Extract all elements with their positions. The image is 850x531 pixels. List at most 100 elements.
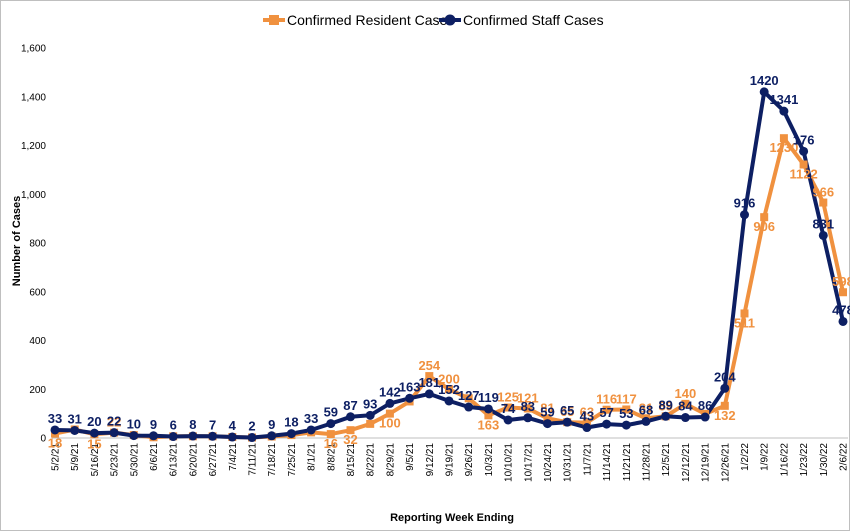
resident-point-marker (464, 394, 473, 403)
staff-point-marker (286, 429, 296, 439)
resident-point-marker (720, 401, 729, 410)
x-tick-label: 6/27/21 (208, 443, 219, 477)
staff-point-marker (799, 146, 809, 156)
staff-point-marker (326, 419, 336, 429)
staff-point-marker (740, 210, 749, 220)
resident-point-marker (346, 426, 355, 435)
resident-point-marker (839, 288, 847, 297)
resident-data-label: 598 (832, 274, 850, 289)
staff-data-label: 119 (478, 390, 499, 405)
staff-point-marker (582, 423, 592, 433)
staff-data-label: 74 (501, 401, 516, 416)
y-tick-label: 200 (29, 385, 46, 396)
staff-data-label: 65 (560, 403, 574, 418)
x-tick-label: 1/2/22 (740, 443, 751, 471)
staff-point-marker (149, 431, 158, 441)
resident-data-label: 132 (714, 408, 736, 423)
x-tick-label: 9/26/21 (464, 443, 475, 477)
staff-data-label: 53 (619, 406, 633, 421)
x-tick-label: 1/16/22 (779, 443, 790, 477)
staff-data-label: 163 (399, 379, 421, 394)
y-tick-label: 1,400 (21, 92, 46, 103)
x-tick-label: 1/30/22 (819, 443, 830, 477)
staff-data-label: 10 (127, 417, 141, 432)
resident-data-label: 18 (48, 436, 62, 451)
resident-data-label: 65 (560, 404, 574, 419)
staff-data-label: 22 (107, 414, 121, 429)
resident-point-marker (799, 160, 808, 169)
y-tick-label: 600 (29, 287, 46, 298)
staff-data-label: 57 (599, 405, 613, 420)
x-tick-label: 6/13/21 (169, 443, 180, 477)
x-tick-label: 10/17/21 (523, 443, 534, 482)
staff-point-marker (838, 316, 848, 326)
staff-point-marker (168, 432, 178, 442)
x-tick-label: 8/15/21 (346, 443, 357, 477)
resident-data-label: 966 (812, 185, 834, 200)
resident-data-label: 81 (540, 400, 554, 415)
x-tick-label: 11/28/21 (642, 443, 653, 482)
resident-point-marker (326, 430, 335, 439)
resident-point-marker (385, 409, 394, 418)
resident-data-label: 1122 (789, 167, 817, 182)
x-tick-label: 12/26/21 (720, 443, 731, 482)
legend-label-resident: Confirmed Resident Cases (287, 12, 454, 28)
resident-data-label: 125 (497, 390, 519, 405)
staff-point-marker (208, 431, 218, 441)
resident-point-marker (582, 418, 591, 427)
resident-data-label: 511 (734, 315, 755, 330)
staff-point-marker (641, 416, 651, 426)
y-tick-label: 1,600 (21, 44, 46, 55)
staff-point-marker (365, 410, 375, 420)
y-tick-label: 800 (29, 239, 46, 250)
staff-point-marker (523, 413, 533, 423)
x-tick-label: 11/14/21 (602, 443, 613, 482)
resident-data-label: 116 (596, 392, 617, 407)
x-tick-label: 11/7/21 (582, 443, 593, 476)
staff-point-marker (346, 412, 355, 422)
staff-data-label: 204 (714, 369, 736, 384)
x-tick-label: 12/19/21 (701, 443, 712, 482)
resident-point-marker (543, 414, 552, 423)
staff-data-label: 2 (248, 419, 255, 434)
resident-data-label: 81 (639, 400, 653, 415)
x-tick-label: 1/23/22 (799, 443, 810, 477)
staff-point-marker (720, 383, 730, 393)
series-markers (50, 87, 848, 443)
resident-point-marker (425, 372, 434, 381)
x-tick-label: 10/31/21 (563, 443, 574, 482)
staff-point-marker (89, 428, 99, 438)
x-tick-label: 6/6/21 (149, 443, 160, 471)
resident-data-label: 906 (753, 219, 775, 234)
x-axis-title: Reporting Week Ending (390, 512, 514, 524)
staff-point-marker (227, 432, 237, 442)
x-tick-label: 5/23/21 (110, 443, 121, 477)
x-tick-label: 10/24/21 (543, 443, 554, 482)
staff-data-label: 59 (324, 405, 338, 420)
x-tick-labels: 5/2/21 5/9/21 5/16/21 5/23/21 5/30/21 6/6/21 6… (51, 443, 850, 482)
staff-point-marker (129, 431, 139, 441)
resident-data-label: 1230 (769, 140, 798, 155)
staff-point-marker (267, 431, 277, 441)
staff-data-label: 86 (698, 398, 712, 413)
resident-point-marker (484, 411, 493, 420)
staff-data-label: 8 (189, 417, 196, 432)
staff-point-marker (700, 412, 710, 422)
x-tick-label: 10/3/21 (484, 443, 495, 477)
x-tick-label: 8/22/21 (366, 443, 377, 477)
x-tick-label: 7/11/21 (248, 443, 259, 476)
staff-data-label: 152 (438, 382, 460, 397)
y-tick-labels: 0 200 400 600 800 1,000 1,200 1,400 1,600 (21, 44, 46, 445)
staff-data-label: 89 (658, 397, 672, 412)
staff-data-label: 20 (87, 414, 101, 429)
staff-data-label: 1420 (750, 73, 779, 88)
staff-data-label: 127 (458, 388, 480, 403)
staff-data-label: 478 (832, 302, 850, 317)
staff-data-label: 33 (304, 411, 318, 426)
legend-item-resident: Confirmed Resident Cases (263, 12, 454, 28)
resident-data-label: 100 (379, 416, 401, 431)
staff-point-marker (306, 425, 316, 435)
x-tick-label: 8/8/21 (326, 443, 337, 471)
staff-point-marker (464, 402, 474, 412)
